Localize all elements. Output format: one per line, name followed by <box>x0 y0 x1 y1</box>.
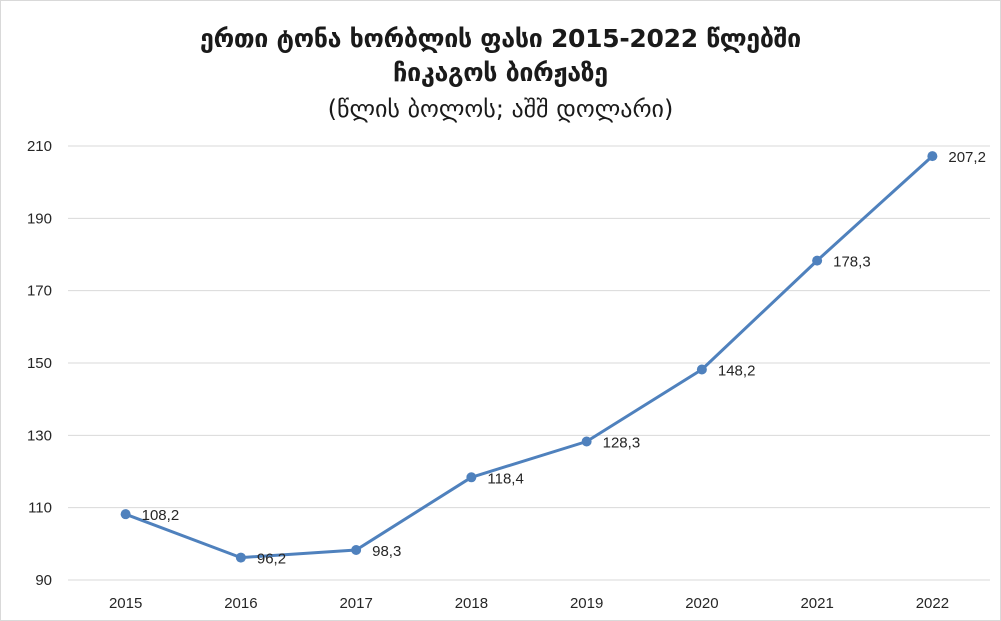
y-axis-tick-labels: 90 110 130 150 170 190 210 <box>27 138 52 589</box>
data-label: 128,3 <box>603 434 641 451</box>
x-tick-label: 2018 <box>455 595 488 612</box>
data-label: 207,2 <box>948 149 986 166</box>
data-label: 96,2 <box>257 551 286 568</box>
data-point <box>812 255 823 266</box>
series-layer <box>120 151 938 563</box>
y-tick-label: 130 <box>27 427 52 444</box>
data-point <box>120 509 131 520</box>
data-point <box>581 436 592 447</box>
y-tick-label: 190 <box>27 210 52 227</box>
data-point <box>466 472 477 483</box>
y-tick-label: 150 <box>27 355 52 372</box>
x-tick-label: 2017 <box>339 595 372 612</box>
data-labels: 108,2 96,2 98,3 118,4 128,3 148,2 178,3 207,2 <box>142 149 986 567</box>
data-point <box>927 151 938 162</box>
y-tick-label: 90 <box>35 572 52 589</box>
x-tick-label: 2021 <box>800 595 833 612</box>
data-label: 178,3 <box>833 254 871 271</box>
chart-titles: ერთი ტონა ხორბლის ფასი 2015-2022 წლებში … <box>0 22 1001 126</box>
y-tick-label: 210 <box>27 138 52 155</box>
y-tick-label: 110 <box>28 500 52 517</box>
x-tick-label: 2020 <box>685 595 718 612</box>
chart-title-line1: ერთი ტონა ხორბლის ფასი 2015-2022 წლებში <box>200 24 801 53</box>
chart-subtitle: (წლის ბოლოს; აშშ დოლარი) <box>327 95 674 123</box>
x-axis-tick-labels: 2015 2016 2017 2018 2019 2020 2021 2022 <box>109 595 949 612</box>
x-tick-label: 2015 <box>109 595 142 612</box>
data-label: 118,4 <box>487 470 523 487</box>
x-tick-label: 2016 <box>224 595 257 612</box>
data-point <box>696 364 707 375</box>
gridlines <box>68 145 990 581</box>
data-point <box>235 552 246 563</box>
y-tick-label: 170 <box>27 283 52 300</box>
data-label: 148,2 <box>718 363 756 380</box>
data-label: 108,2 <box>142 507 180 524</box>
data-label: 98,3 <box>372 543 401 560</box>
series-line <box>124 154 934 560</box>
chart-title-line2: ჩიკაგოს ბირჟაზე <box>393 58 608 87</box>
x-tick-label: 2022 <box>916 595 949 612</box>
data-point <box>351 544 362 555</box>
x-tick-label: 2019 <box>570 595 603 612</box>
